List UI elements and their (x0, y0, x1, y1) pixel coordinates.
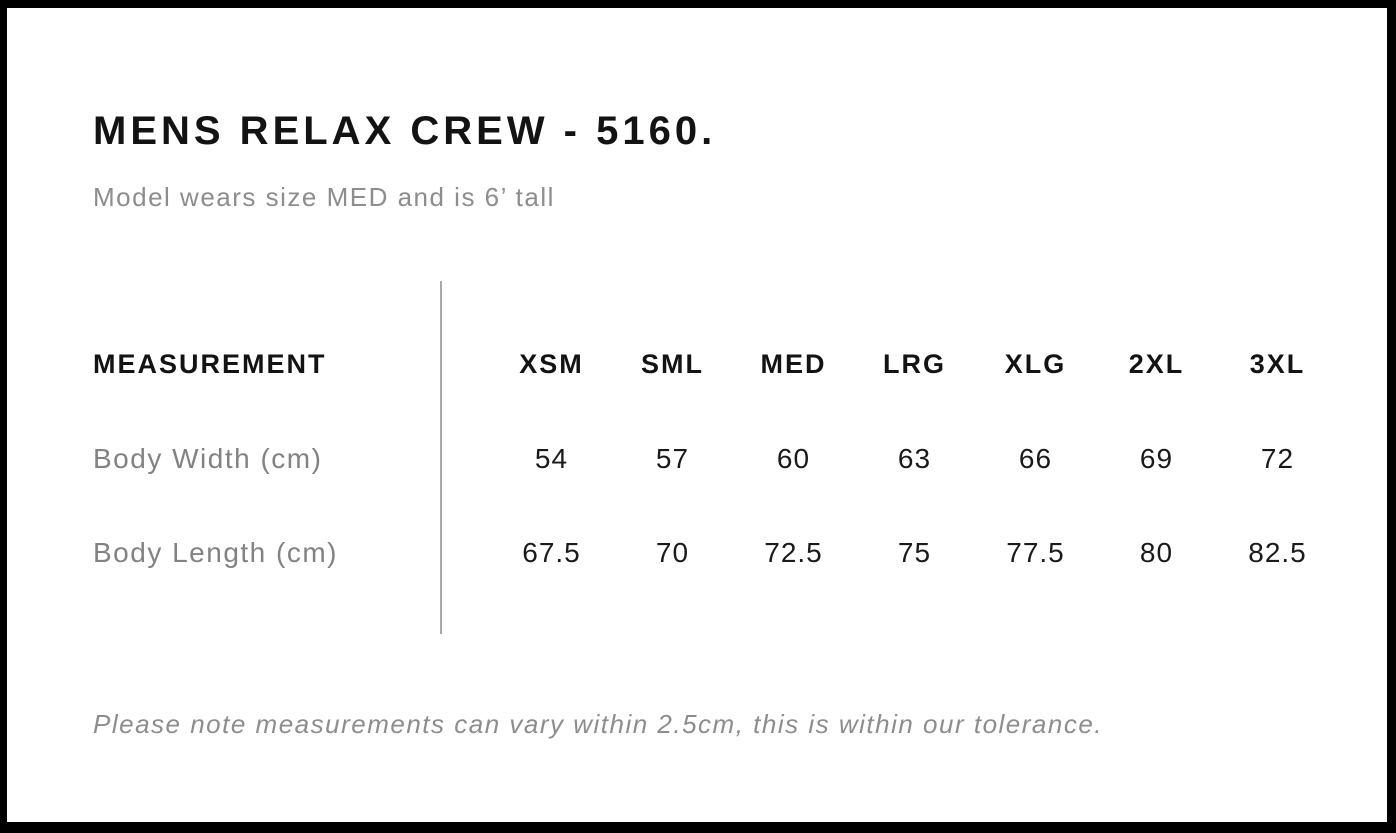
measurement-column-header: MEASUREMENT (93, 349, 327, 380)
size-header-lrg: LRG (883, 349, 946, 380)
table-cell: 72.5 (764, 536, 823, 568)
table-cell: 60 (776, 442, 811, 474)
table-cell: 54 (534, 442, 569, 474)
table-cell: 70 (655, 536, 690, 568)
size-header-xlg: XLG (1004, 349, 1067, 380)
size-table: MEASUREMENT XSM SML MED LRG XLG 2XL 3XL … (93, 280, 1347, 634)
tolerance-note: Please note measurements can vary within… (93, 708, 1104, 739)
table-header-row: MEASUREMENT XSM SML MED LRG XLG 2XL 3XL (93, 318, 1347, 412)
size-header-xsm: XSM (519, 349, 584, 380)
table-cell: 57 (655, 442, 690, 474)
vertical-divider (440, 280, 442, 634)
table-cell: 63 (897, 442, 932, 474)
table-cell: 66 (1018, 442, 1053, 474)
model-size-note: Model wears size MED and is 6’ tall (93, 182, 555, 212)
table-row-body-width: Body Width (cm) 54 57 60 63 66 69 72 (93, 412, 1347, 506)
table-cell: 77.5 (1006, 536, 1065, 568)
table-cell: 72 (1260, 442, 1295, 474)
size-headers: XSM SML MED LRG XLG 2XL 3XL (440, 349, 1338, 380)
row-values-body-width: 54 57 60 63 66 69 72 (440, 443, 1338, 475)
page-title: MENS RELAX CREW - 5160. (93, 109, 717, 153)
size-chart-content: MENS RELAX CREW - 5160. Model wears size… (7, 111, 1387, 738)
table-cell: 75 (897, 536, 932, 568)
size-header-2xl: 2XL (1128, 349, 1185, 380)
row-label-body-length: Body Length (cm) (93, 536, 338, 568)
size-header-sml: SML (641, 349, 704, 380)
size-header-med: MED (760, 349, 827, 380)
table-row-body-length: Body Length (cm) 67.5 70 72.5 75 77.5 80… (93, 506, 1347, 600)
table-cell: 82.5 (1248, 536, 1307, 568)
size-header-3xl: 3XL (1249, 349, 1306, 380)
table-cell: 67.5 (522, 536, 581, 568)
row-label-body-width: Body Width (cm) (93, 442, 323, 474)
table-cell: 80 (1139, 536, 1174, 568)
row-values-body-length: 67.5 70 72.5 75 77.5 80 82.5 (440, 537, 1338, 569)
table-cell: 69 (1139, 442, 1174, 474)
